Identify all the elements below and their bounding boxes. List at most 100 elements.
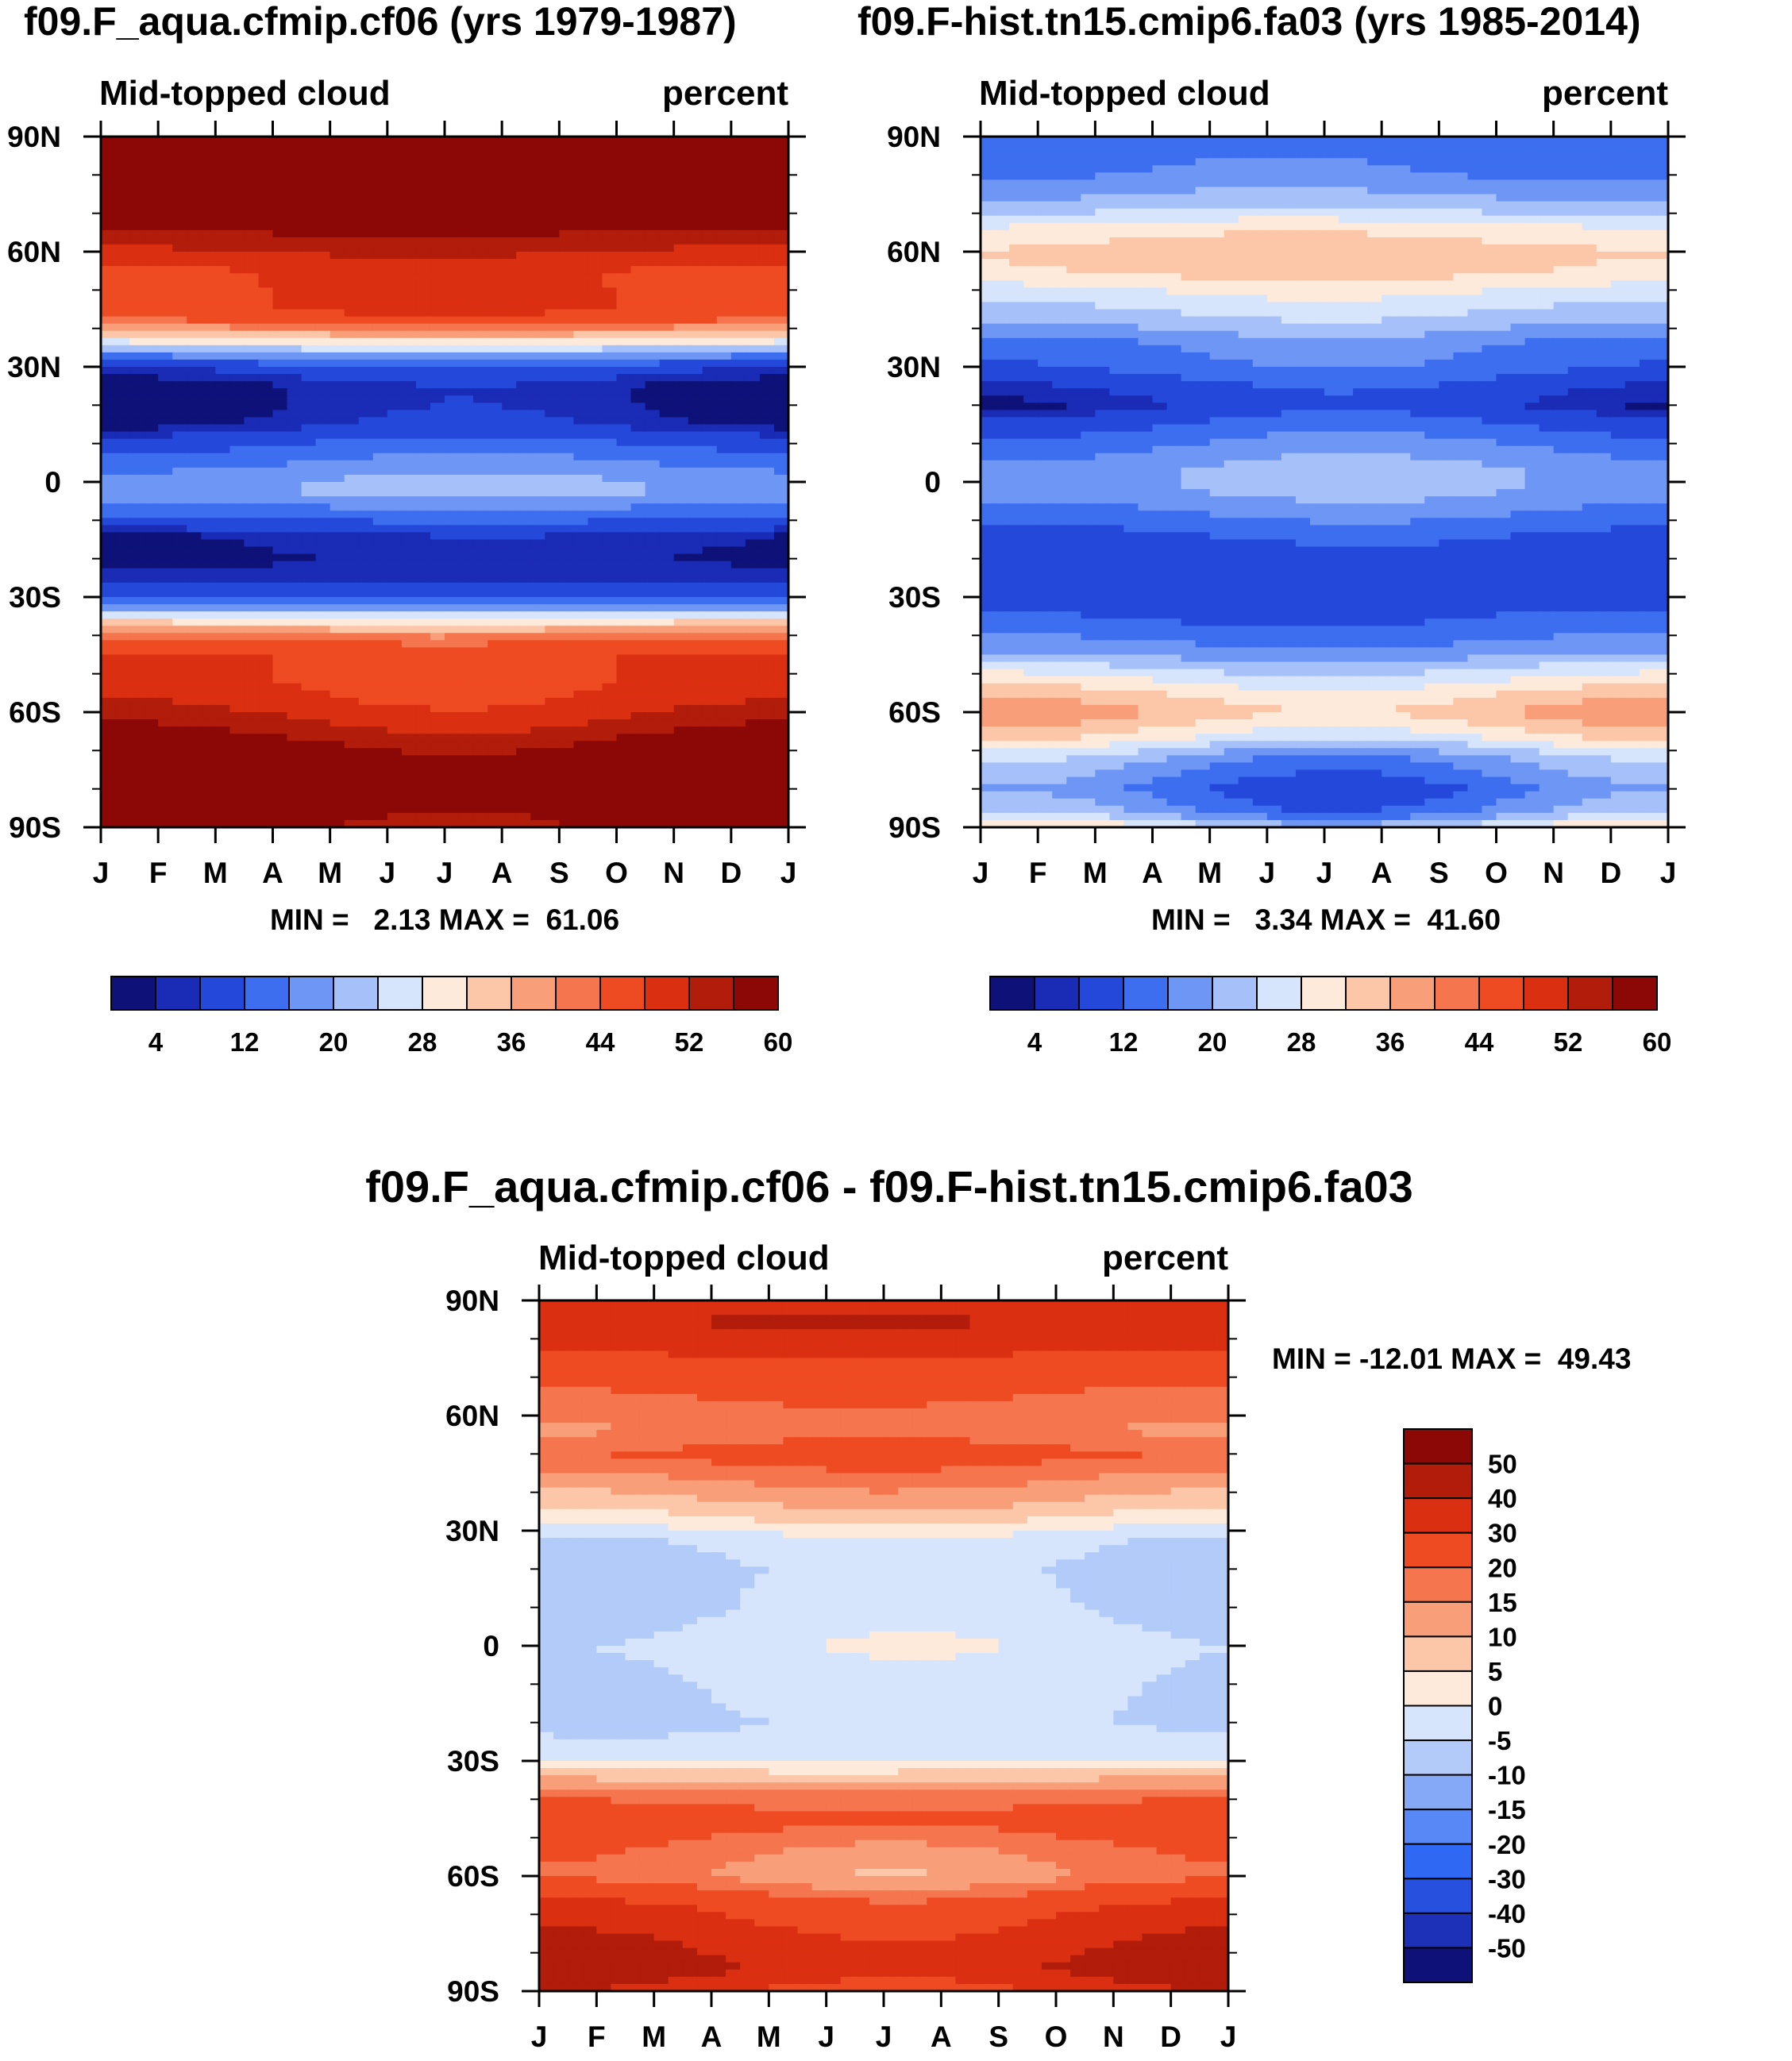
heatmap-cell: [745, 748, 761, 757]
heatmap-cell: [301, 215, 317, 224]
heatmap-cell: [602, 755, 618, 764]
heatmap-cell: [702, 266, 718, 274]
heatmap-cell: [488, 172, 503, 181]
heatmap-cell: [272, 323, 288, 332]
heatmap-cell: [688, 165, 703, 174]
heatmap-cell: [329, 222, 345, 231]
heatmap-cell: [459, 654, 474, 663]
heatmap-cell: [516, 259, 532, 267]
heatmap-cell: [516, 194, 532, 202]
heatmap-cell: [315, 330, 331, 339]
heatmap-cell: [172, 748, 188, 757]
heatmap-cell: [445, 144, 460, 152]
heatmap-cell: [258, 222, 274, 231]
heatmap-cell: [602, 726, 618, 734]
heatmap-cell: [401, 668, 417, 677]
heatmap-cell: [129, 410, 145, 418]
heatmap-cell: [759, 568, 775, 576]
heatmap-cell: [329, 403, 345, 411]
heatmap-cell: [115, 697, 130, 706]
heatmap-cell: [488, 597, 503, 605]
heatmap-cell: [573, 179, 589, 188]
heatmap-cell: [1123, 158, 1139, 167]
heatmap-cell: [773, 345, 788, 353]
heatmap-cell: [315, 474, 331, 483]
heatmap-cell: [158, 762, 174, 771]
heatmap-cell: [716, 683, 732, 691]
heatmap-cell: [115, 445, 130, 454]
heatmap-cell: [287, 568, 303, 576]
heatmap-cell: [459, 194, 474, 202]
heatmap-cell: [645, 302, 661, 310]
heatmap-cell: [287, 798, 303, 807]
heatmap-cell: [401, 748, 417, 757]
heatmap-cell: [258, 244, 274, 252]
heatmap-cell: [759, 316, 775, 325]
heatmap-cell: [372, 546, 388, 555]
heatmap-cell: [301, 791, 317, 799]
heatmap-cell: [702, 553, 718, 562]
heatmap-cell: [329, 187, 345, 195]
heatmap-cell: [229, 273, 245, 282]
heatmap-cell: [329, 172, 345, 181]
heatmap-cell: [387, 668, 403, 677]
heatmap-cell: [545, 561, 561, 569]
heatmap-cell: [287, 661, 303, 670]
heatmap-cell: [530, 259, 546, 267]
heatmap-cell: [573, 704, 589, 713]
heatmap-cell: [315, 453, 331, 461]
heatmap-cell: [172, 287, 188, 296]
heatmap-cell: [358, 273, 374, 282]
heatmap-cell: [1610, 165, 1626, 174]
heatmap-cell: [144, 374, 159, 382]
heatmap-cell: [244, 582, 260, 591]
heatmap-cell: [488, 611, 503, 619]
heatmap-cell: [488, 776, 503, 785]
heatmap-cell: [645, 784, 661, 792]
heatmap-cell: [1052, 165, 1068, 174]
heatmap-cell: [301, 626, 317, 634]
heatmap-cell: [630, 388, 646, 397]
heatmap-cell: [115, 690, 130, 699]
heatmap-cell: [430, 704, 445, 713]
heatmap-cell: [101, 647, 116, 656]
heatmap-cell: [430, 676, 445, 684]
heatmap-cell: [730, 525, 746, 534]
heatmap-cell: [244, 805, 260, 814]
heatmap-cell: [329, 805, 345, 814]
heatmap-cell: [387, 589, 403, 598]
heatmap-cell: [545, 597, 561, 605]
heatmap-cell: [187, 611, 202, 619]
heatmap-cell: [745, 819, 761, 827]
heatmap-cell: [459, 424, 474, 433]
heatmap-cell: [272, 654, 288, 663]
heatmap-cell: [387, 525, 403, 534]
heatmap-cell: [344, 668, 360, 677]
heatmap-cell: [459, 676, 474, 684]
heatmap-cell: [172, 330, 188, 339]
heatmap-cell: [387, 633, 403, 641]
heatmap-cell: [215, 280, 231, 289]
heatmap-cell: [401, 647, 417, 656]
heatmap-cell: [502, 532, 518, 541]
heatmap-cell: [415, 769, 431, 778]
heatmap-cell: [716, 791, 732, 799]
heatmap-cell: [258, 194, 274, 202]
heatmap-cell: [287, 539, 303, 548]
heatmap-cell: [415, 704, 431, 713]
heatmap-cell: [301, 819, 317, 827]
heatmap-cell: [1653, 151, 1668, 159]
heatmap-cell: [244, 453, 260, 461]
heatmap-cell: [244, 510, 260, 519]
heatmap-cell: [187, 597, 202, 605]
heatmap-cell: [730, 252, 746, 260]
heatmap-cell: [387, 704, 403, 713]
heatmap-cell: [645, 359, 661, 368]
heatmap-cell: [673, 179, 689, 188]
heatmap-cell: [445, 683, 460, 691]
heatmap-cell: [187, 474, 202, 483]
heatmap-cell: [602, 589, 618, 598]
heatmap-cell: [745, 604, 761, 612]
heatmap-cell: [716, 618, 732, 627]
heatmap-cell: [129, 762, 145, 771]
